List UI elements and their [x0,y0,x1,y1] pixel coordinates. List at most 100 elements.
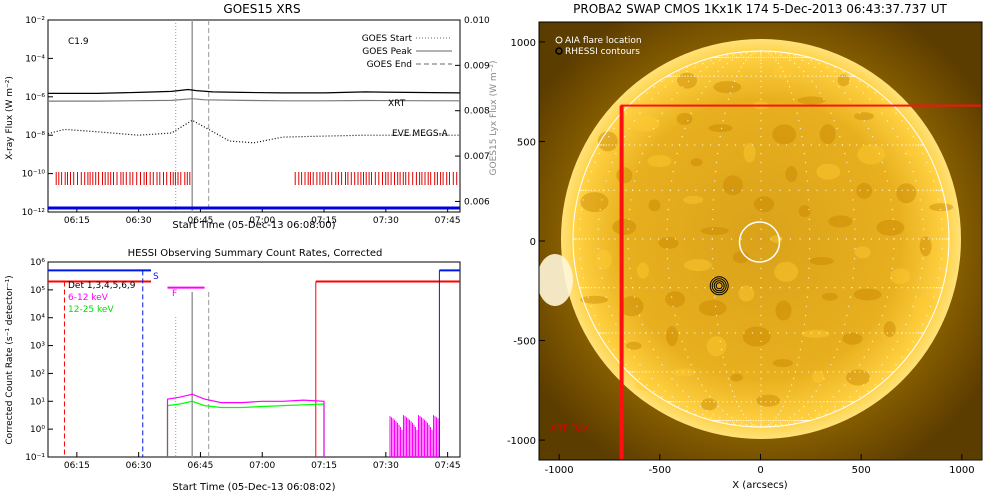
grid-dot [816,189,818,191]
grid-dot [767,419,770,422]
sun-feature [713,81,742,94]
grid-dot [729,419,732,422]
grid-dot [784,401,786,403]
grid-dot [603,144,605,146]
goes-title: GOES15 XRS [223,2,300,16]
grid-dot [741,425,743,427]
grid-dot [684,348,686,351]
grid-dot [775,56,777,59]
grid-dot [780,410,782,412]
sun-feature [647,155,672,168]
goes-xlabel: Start Time (05-Dec-13 06:08:00) [172,220,335,231]
grid-dot [686,287,688,289]
grid-dot [946,238,948,240]
sun-feature [580,192,609,213]
grid-dot [788,424,791,426]
grid-dot [909,161,911,164]
grid-dot [760,422,762,424]
sun-feature [890,268,911,285]
grid-dot [599,208,601,211]
grid-dot [751,50,754,52]
grid-dot [709,80,711,83]
grid-dot [666,218,669,220]
grid-dot [721,238,723,240]
grid-dot [687,120,689,122]
grid-dot [715,419,718,422]
grid-dot [810,59,812,61]
grid-dot [888,371,891,373]
grid-dot [891,208,893,211]
swap-ytick-label: 0 [530,237,536,248]
grid-dot [690,112,692,114]
grid-dot [731,189,734,191]
grid-dot [671,371,673,373]
hessi-legend-det: Det 1,3,4,5,6,9 [68,281,136,291]
grid-dot [881,332,883,334]
grid-dot [724,56,726,59]
grid-dot [715,314,718,317]
grid-dot [841,75,844,77]
sun-feature [684,259,712,272]
grid-dot [869,378,871,380]
grid-dot [664,390,666,392]
grid-dot [628,348,630,351]
grid-dot [741,287,743,289]
goes-curves [47,88,461,210]
grid-dot [815,86,817,88]
grid-dot [926,314,928,317]
grid-dot [807,401,809,403]
grid-dot [627,248,629,250]
grid-dot [714,170,717,173]
grid-dot [676,323,678,326]
grid-dot [739,52,741,54]
grid-dot [653,86,655,88]
grid-dot [623,135,626,138]
grid-dot [806,180,808,182]
grid-dot [886,296,889,298]
grid-dot [709,396,711,398]
grid-dot [867,371,870,373]
grid-dot [594,287,596,289]
sun-feature [828,215,853,228]
grid-dot [814,410,816,412]
grid-dot [712,267,714,270]
grid-dot [639,112,641,114]
grid-dot [779,54,782,56]
grid-dot [740,238,742,240]
grid-dot [750,419,752,422]
grid-dot [603,332,605,334]
grid-dot [762,50,765,52]
grid-dot [590,305,593,308]
grid-dot [731,424,734,426]
grid-dot [917,189,919,191]
grid-dot [770,401,772,403]
grid-dot [907,189,909,191]
grid-dot [886,356,889,358]
hessi-title: HESSI Observing Summary Count Rates, Cor… [128,248,383,259]
grid-dot [720,127,723,130]
grid-dot [767,371,769,373]
grid-dot [582,189,585,191]
grid-dot [631,189,634,191]
grid-dot [836,238,839,240]
grid-dot [939,287,942,289]
grid-dot [693,371,696,373]
grid-dot [590,189,593,191]
grid-dot [772,419,775,422]
grid-dot [912,144,914,146]
grid-dot [941,228,943,230]
grid-dot [677,70,680,73]
grid-dot [683,238,686,240]
grid-dot [907,287,909,289]
grid-dot [611,332,613,334]
grid-dot [760,364,762,366]
swap-axes-ticks: -1000 -500 0 500 1000 1000 500 0 -500 -1000 [507,38,975,476]
sun-feature [857,144,886,165]
grid-dot [745,52,747,54]
grid-dot [784,56,786,59]
grid-dot [678,332,681,334]
grid-dot [862,238,865,240]
grid-dot [886,332,889,334]
goes-xtick-label: 06:15 [64,216,90,226]
grid-dot [785,424,788,426]
